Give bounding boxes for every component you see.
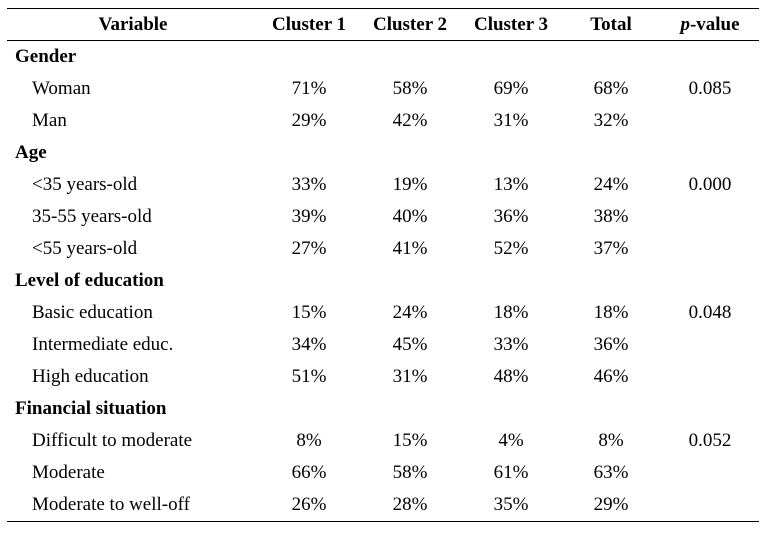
cell-cluster-1: 71% [291,78,327,99]
cell-cluster-2: 45% [392,334,428,355]
row-label: 35-55 years-old [32,206,152,227]
cell-p-value: 0.052 [688,430,732,451]
cell-p-value [661,233,759,265]
row-label: Woman [32,78,91,99]
cell-cluster-2: 28% [359,489,461,522]
cell-total: 38% [593,206,629,227]
group-label: Level of education [15,270,164,291]
results-table-container: Variable Cluster 1 Cluster 2 Cluster 3 T… [7,8,759,522]
cell-cluster-2: 58% [392,78,428,99]
cell-cluster-3: 33% [493,334,529,355]
cell-cluster-2: 42% [392,110,428,131]
cell-total: 46% [593,366,629,387]
table-row: Woman 71% 58% 69% 68% 0.085 [7,73,759,105]
cell-cluster-2: 40% [392,206,428,227]
header-cluster-2: Cluster 2 [372,13,448,35]
header-total: Total [590,13,632,35]
row-label: Intermediate educ. [32,334,174,355]
cell-cluster-2: 19% [392,174,428,195]
cell-total: 32% [593,110,629,131]
cell-cluster-1: 51% [291,366,327,387]
cell-total: 63% [593,462,629,483]
table-row: High education 51% 31% 48% 46% [7,361,759,393]
group-row-age: Age [7,137,759,169]
cell-cluster-2: 31% [392,366,428,387]
cell-cluster-1: 27% [291,238,327,259]
cell-total: 24% [593,174,629,195]
header-p-suffix: -value [689,13,740,35]
cell-total: 18% [593,302,629,323]
cell-cluster-3: 52% [493,238,529,259]
cell-cluster-3: 35% [461,489,561,522]
header-p-italic: p [680,13,690,35]
row-label: <35 years-old [32,174,138,195]
group-label: Financial situation [15,398,167,419]
cell-total: 68% [593,78,629,99]
group-row-gender: Gender [7,41,759,74]
cell-cluster-2: 41% [392,238,428,259]
row-label: Man [32,110,67,131]
cell-cluster-1: 8% [296,430,322,451]
table-row: Difficult to moderate 8% 15% 4% 8% 0.052 [7,425,759,457]
row-label: Moderate to well-off [7,489,259,522]
cell-cluster-3: 69% [493,78,529,99]
header-cluster-1: Cluster 1 [271,13,347,35]
table-row: Intermediate educ. 34% 45% 33% 36% [7,329,759,361]
cell-total: 8% [598,430,624,451]
cluster-characteristics-table: Variable Cluster 1 Cluster 2 Cluster 3 T… [7,8,759,522]
cell-cluster-3: 36% [493,206,529,227]
group-label: Gender [15,46,77,67]
cell-p-value [661,105,759,137]
cell-cluster-3: 4% [498,430,524,451]
cell-p-value: 0.048 [688,302,732,323]
cell-total: 37% [593,238,629,259]
group-row-financial: Financial situation [7,393,759,425]
header-row: Variable Cluster 1 Cluster 2 Cluster 3 T… [7,8,759,41]
cell-p-value: 0.085 [688,78,732,99]
cell-cluster-3: 48% [493,366,529,387]
cell-cluster-3: 18% [493,302,529,323]
cell-cluster-1: 66% [291,462,327,483]
row-label: <55 years-old [32,238,138,259]
cell-p-value [661,457,759,489]
row-label: Difficult to moderate [32,430,193,451]
cell-cluster-1: 33% [291,174,327,195]
table-row: <55 years-old 27% 41% 52% 37% [7,233,759,265]
cell-p-value [661,201,759,233]
header-variable: Variable [98,13,168,35]
row-label: Basic education [32,302,153,323]
cell-cluster-1: 15% [291,302,327,323]
cell-cluster-3: 61% [493,462,529,483]
cell-p-value [661,361,759,393]
cell-cluster-1: 26% [259,489,359,522]
cell-cluster-1: 39% [291,206,327,227]
cell-p-value [661,329,759,361]
row-label: Moderate [32,462,105,483]
cell-p-value [661,489,759,522]
row-label: High education [32,366,149,387]
cell-cluster-2: 58% [392,462,428,483]
header-cluster-3: Cluster 3 [473,13,549,35]
cell-total: 29% [561,489,661,522]
cell-cluster-3: 31% [493,110,529,131]
table-row: 35-55 years-old 39% 40% 36% 38% [7,201,759,233]
table-row: <35 years-old 33% 19% 13% 24% 0.000 [7,169,759,201]
group-label: Age [15,142,47,163]
table-row: Man 29% 42% 31% 32% [7,105,759,137]
header-p-value: p-value [661,9,759,41]
table-row: Moderate to well-off 26% 28% 35% 29% [7,489,759,522]
table-row: Basic education 15% 24% 18% 18% 0.048 [7,297,759,329]
cell-total: 36% [593,334,629,355]
cell-cluster-2: 15% [392,430,428,451]
cell-cluster-3: 13% [493,174,529,195]
cell-cluster-2: 24% [392,302,428,323]
cell-p-value: 0.000 [688,174,732,195]
cell-cluster-1: 34% [291,334,327,355]
group-row-education: Level of education [7,265,759,297]
cell-cluster-1: 29% [291,110,327,131]
table-row: Moderate 66% 58% 61% 63% [7,457,759,489]
